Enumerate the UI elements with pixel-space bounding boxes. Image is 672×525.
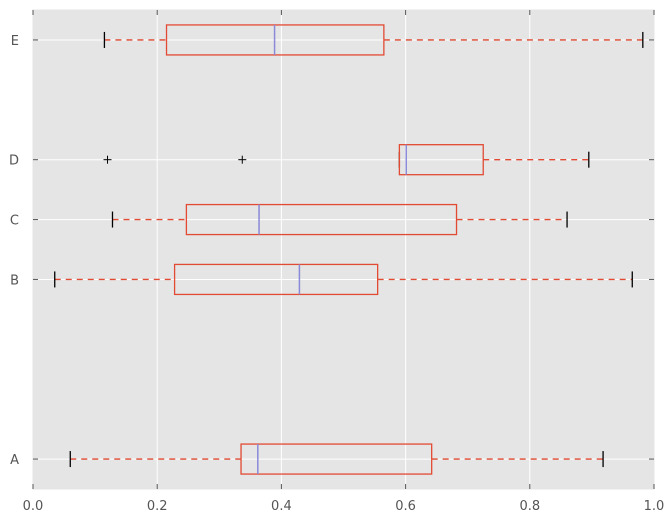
box-C (111, 203, 568, 236)
x-tick-label: 0.4 (271, 499, 292, 514)
x-tick-label: 1.0 (644, 499, 665, 514)
x-tick-label: 0.2 (147, 499, 168, 514)
axes: 0.0 0.2 0.4 0.6 0.8 1.0 A B C D E (9, 10, 664, 514)
box-iqr (185, 203, 458, 236)
box-iqr (173, 263, 379, 296)
box-series (54, 24, 644, 475)
y-tick-label: C (10, 214, 19, 229)
box-D (103, 144, 590, 176)
flier-marker (238, 155, 247, 164)
box-E (103, 24, 644, 56)
box-A (69, 443, 604, 475)
box-iqr (398, 144, 484, 176)
y-tick-label: A (10, 453, 19, 468)
box-iqr (240, 443, 433, 475)
plot-area (33, 10, 654, 489)
y-tick-label: E (11, 34, 19, 49)
flier-marker (103, 155, 112, 164)
x-tick-label: 0.8 (519, 499, 540, 514)
x-tick-label: 0.0 (23, 499, 44, 514)
y-tick-label: B (10, 273, 19, 288)
x-tick-label: 0.6 (395, 499, 416, 514)
y-tick-label: D (9, 154, 19, 169)
plot-frame (32, 9, 655, 490)
box-B (54, 263, 633, 296)
